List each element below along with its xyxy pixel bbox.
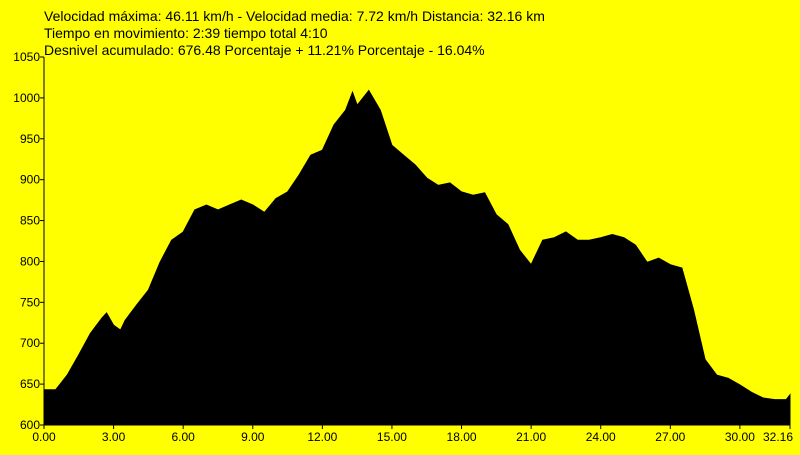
x-tick-label: 21.00 bbox=[516, 430, 546, 444]
x-tick-label: 6.00 bbox=[171, 430, 195, 444]
y-tick-label: 1000 bbox=[13, 91, 40, 105]
x-tick-label: 15.00 bbox=[377, 430, 407, 444]
x-tick-label: 0.00 bbox=[32, 430, 56, 444]
y-tick-label: 750 bbox=[20, 295, 40, 309]
y-tick-label: 950 bbox=[20, 132, 40, 146]
header-line: Desnivel acumulado: 676.48 Porcentaje + … bbox=[44, 42, 485, 58]
y-tick-label: 650 bbox=[20, 377, 40, 391]
y-tick-label: 850 bbox=[20, 214, 40, 228]
y-tick-label: 800 bbox=[20, 254, 40, 268]
header-line: Tiempo en movimiento: 2:39 tiempo total … bbox=[44, 25, 328, 41]
elevation-area bbox=[43, 89, 791, 426]
y-tick-label: 600 bbox=[20, 418, 40, 432]
y-tick-label: 700 bbox=[20, 336, 40, 350]
x-tick-label: 24.00 bbox=[586, 430, 616, 444]
x-tick-label: 12.00 bbox=[307, 430, 337, 444]
header-line: Velocidad máxima: 46.11 km/h - Velocidad… bbox=[44, 8, 545, 24]
x-tick-label: 30.00 bbox=[725, 430, 755, 444]
x-tick-label: 18.00 bbox=[447, 430, 477, 444]
y-tick-label: 1050 bbox=[13, 50, 40, 64]
y-tick-label: 900 bbox=[20, 173, 40, 187]
x-tick-label: 32.16 bbox=[763, 430, 793, 444]
x-tick-label: 9.00 bbox=[241, 430, 265, 444]
x-tick-label: 3.00 bbox=[102, 430, 126, 444]
x-tick-label: 27.00 bbox=[655, 430, 685, 444]
